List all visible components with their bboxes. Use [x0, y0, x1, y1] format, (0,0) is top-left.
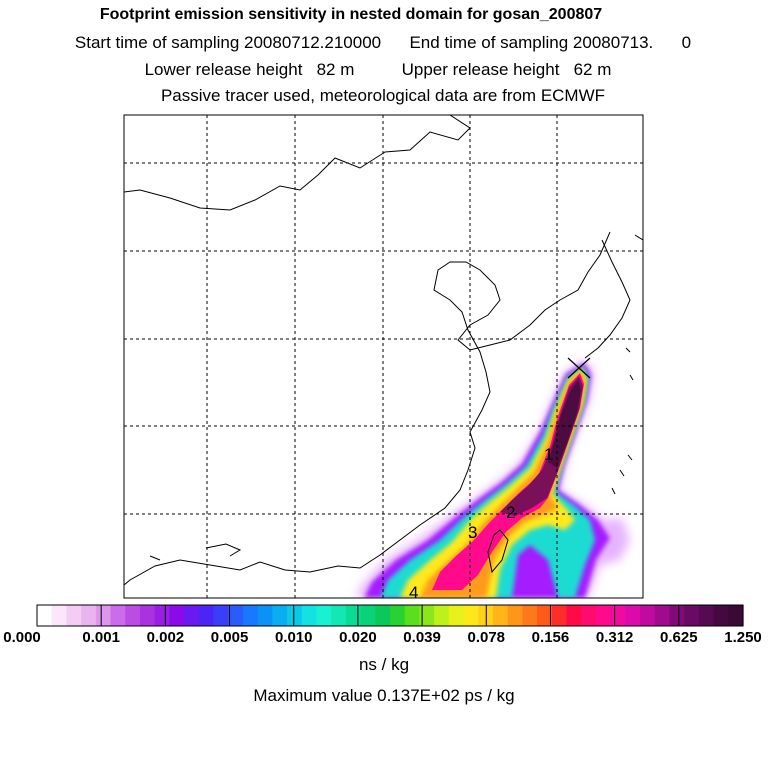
colorbar-swatch	[301, 605, 318, 626]
day-label-4: 4	[409, 583, 418, 602]
grid-lines	[124, 115, 643, 598]
colorbar	[36, 604, 744, 627]
colorbar-tick-label: 1.250	[724, 629, 762, 646]
colorbar-tick-label: 0.312	[595, 629, 634, 646]
colorbar-tick-label: 0.078	[467, 629, 506, 646]
colorbar-swatch	[640, 605, 656, 626]
colorbar-tick-label: 0.039	[403, 629, 441, 646]
colorbar-border	[36, 604, 744, 627]
colorbar-swatch	[375, 605, 391, 626]
colorbar-tick-label: 0.002	[146, 629, 185, 646]
colorbar-swatch	[728, 605, 744, 626]
colorbar-tick-label: 0.625	[660, 629, 698, 646]
colorbar-swatch	[684, 605, 700, 626]
colorbar-tick-label: 0.001	[82, 629, 120, 646]
colorbar-swatch	[360, 605, 376, 626]
colorbar-swatch	[419, 605, 435, 626]
colorbar-swatch	[110, 605, 126, 626]
colorbar-swatch	[345, 605, 362, 626]
colorbar-tick-label: 0.010	[274, 629, 313, 646]
colorbar-swatch	[95, 605, 112, 626]
colorbar-tick-label: 0.156	[531, 629, 570, 646]
colorbar-tick-label: 0.020	[339, 629, 377, 646]
colorbar-tick-label: 0.000	[3, 629, 41, 646]
colorbar-swatch	[81, 605, 97, 626]
colorbar-swatch	[257, 605, 273, 626]
day-label-1: 1	[544, 445, 553, 464]
colorbar-swatch	[581, 605, 597, 626]
colorbar-swatch	[390, 605, 406, 626]
colorbar-swatch	[434, 605, 450, 626]
colorbar-swatch	[507, 605, 523, 626]
colorbar-swatch	[566, 605, 582, 626]
colorbar-swatch	[713, 605, 729, 626]
sampling-time-line: Start time of sampling 20080712.210000 E…	[74, 33, 692, 52]
colorbar-swatch	[198, 605, 215, 626]
plume-high-zone	[500, 376, 583, 516]
colorbar-swatch	[242, 605, 259, 626]
colorbar-swatch	[228, 605, 244, 626]
colorbar-swatch	[125, 605, 141, 626]
colorbar-unit: ns / kg	[358, 655, 410, 674]
colorbar-swatch	[169, 605, 185, 626]
colorbar-swatch	[272, 605, 288, 626]
colorbar-swatch	[37, 605, 53, 626]
day-label-3: 3	[468, 523, 477, 542]
plume-layer	[355, 360, 630, 598]
colorbar-swatch	[213, 605, 229, 626]
colorbar-swatch	[184, 605, 200, 626]
map-title: Footprint emission sensitivity in nested…	[99, 6, 603, 23]
coastlines	[124, 115, 643, 586]
plume-cyan-zone	[380, 366, 595, 598]
tracer-info-line: Passive tracer used, meteorological data…	[160, 86, 606, 105]
colorbar-swatch	[66, 605, 82, 626]
colorbar-swatch	[448, 605, 465, 626]
day-label-2: 2	[506, 503, 515, 522]
colorbar-swatch	[625, 605, 641, 626]
colorbar-swatch	[154, 605, 170, 626]
colorbar-swatch	[287, 605, 303, 626]
colorbar-swatch	[669, 605, 685, 626]
colorbar-swatch	[139, 605, 156, 626]
release-height-line: Lower release height 82 m Upper release …	[144, 60, 612, 79]
colorbar-tick-label: 0.005	[210, 629, 249, 646]
colorbar-swatch	[654, 605, 671, 626]
colorbar-swatch	[537, 605, 553, 626]
colorbar-swatch	[492, 605, 509, 626]
colorbar-swatch	[463, 605, 479, 626]
maximum-value: Maximum value 0.137E+02 ps / kg	[253, 686, 515, 705]
colorbar-swatch	[331, 605, 347, 626]
colorbar-swatch	[595, 605, 612, 626]
colorbar-swatch	[51, 605, 68, 626]
colorbar-swatch	[404, 605, 421, 626]
receptor-cross-icon	[567, 357, 591, 379]
colorbar-swatch	[698, 605, 715, 626]
map-frame	[123, 114, 644, 599]
colorbar-swatch	[610, 605, 626, 626]
colorbar-swatch	[522, 605, 538, 626]
colorbar-swatch	[316, 605, 332, 626]
plume-max-core	[548, 380, 581, 468]
colorbar-swatch	[551, 605, 568, 626]
